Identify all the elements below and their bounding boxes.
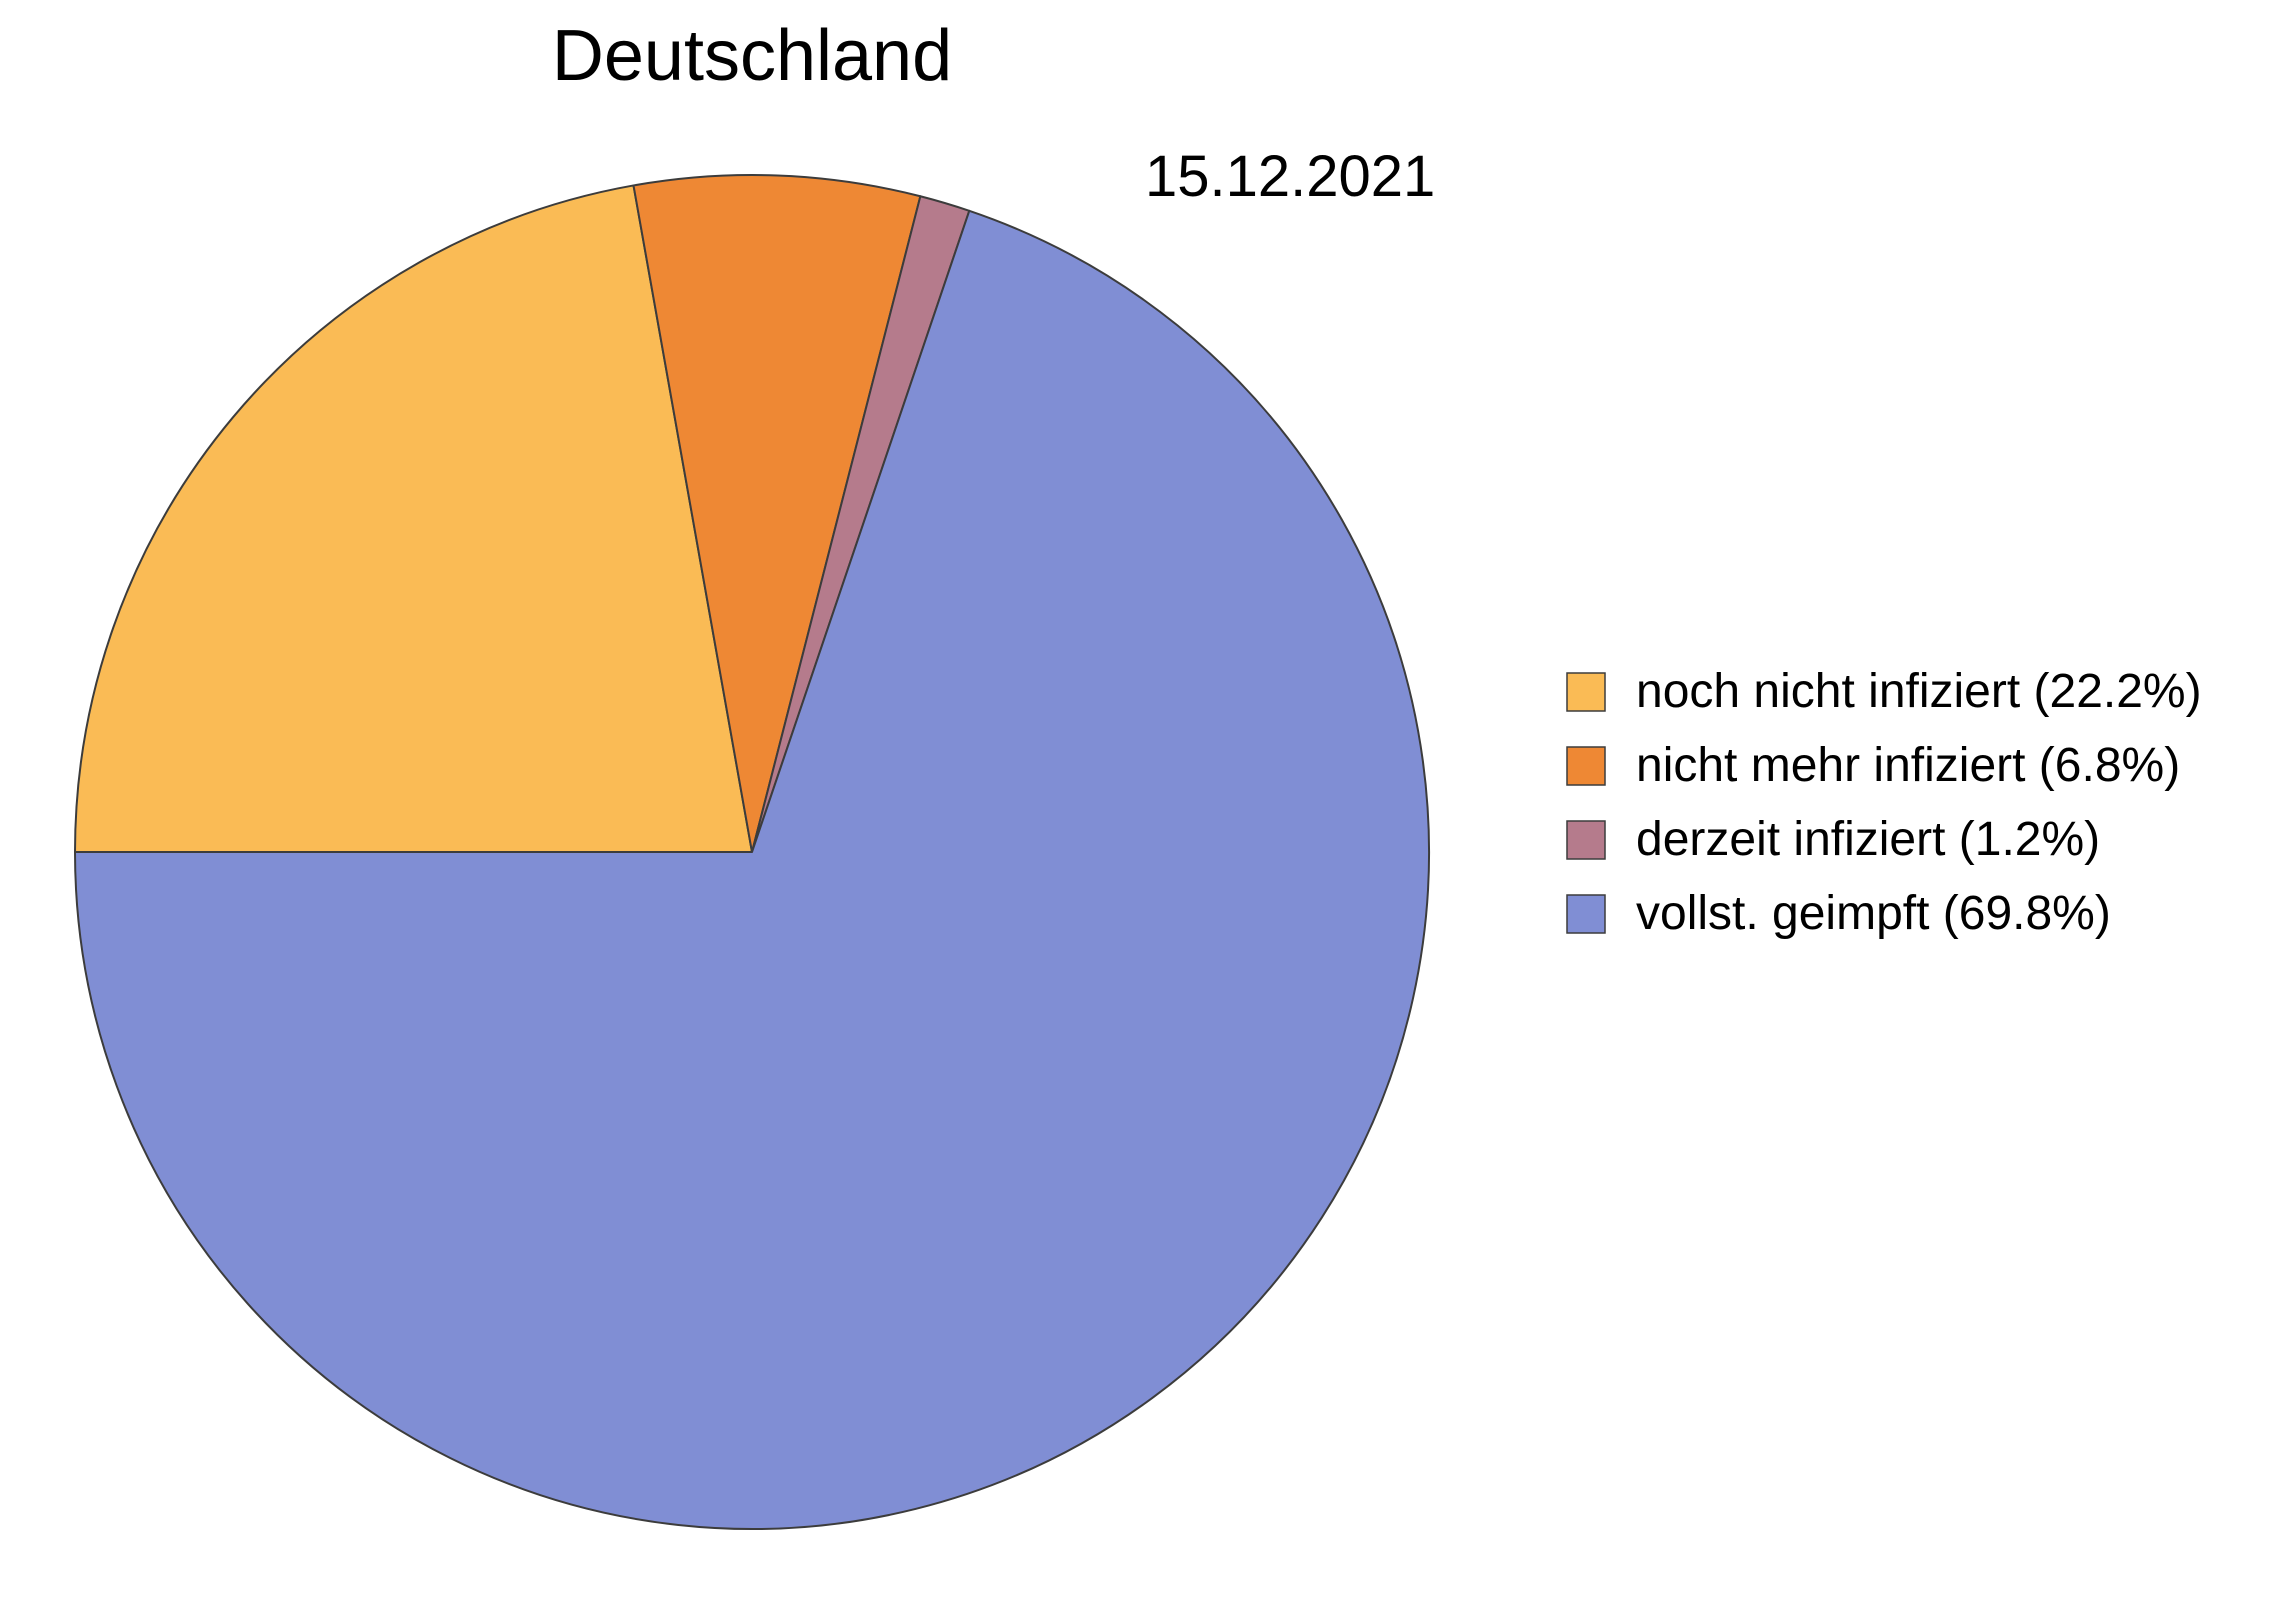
pie-slice-3 xyxy=(74,209,1430,1530)
pie-slices xyxy=(74,174,1430,1530)
legend-label-2: derzeit infiziert (1.2%) xyxy=(1636,813,2100,866)
legend-swatch-1 xyxy=(1566,746,1606,786)
legend-label-0: noch nicht infiziert (22.2%) xyxy=(1636,665,2202,718)
chart-title: Deutschland xyxy=(552,16,952,96)
legend-label-1: nicht mehr infiziert (6.8%) xyxy=(1636,739,2180,792)
legend-swatch-0 xyxy=(1566,672,1606,712)
legend-label-3: vollst. geimpft (69.8%) xyxy=(1636,887,2111,940)
chart-subtitle: 15.12.2021 xyxy=(1145,144,1435,209)
legend: noch nicht infiziert (22.2%) nicht mehr i… xyxy=(1566,665,2202,940)
legend-swatch-3 xyxy=(1566,894,1606,934)
legend-swatch-2 xyxy=(1566,820,1606,860)
pie-slice-0 xyxy=(74,184,753,853)
pie-slice-1 xyxy=(632,174,922,853)
